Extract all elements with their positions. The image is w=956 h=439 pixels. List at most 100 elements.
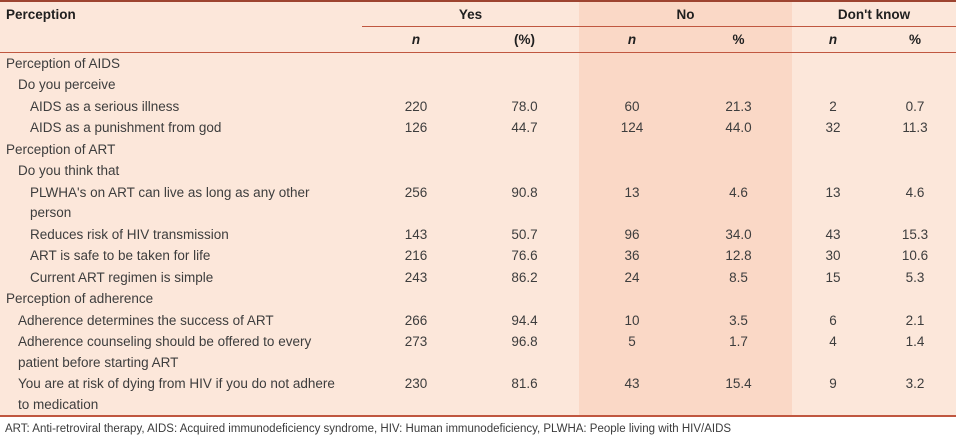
cell-no-n: 96: [579, 223, 685, 245]
table-body: Perception of AIDS Do you perceive AIDS …: [0, 52, 956, 416]
cell-dont-know-n: 2: [792, 95, 874, 117]
cell-dont-know-n: 43: [792, 223, 874, 245]
cell-yes-n: 216: [362, 245, 470, 267]
row-label-cell: Do you think that: [0, 160, 362, 182]
cell-no-n: [579, 138, 685, 160]
cell-no-pct: [685, 160, 792, 182]
row-label-cell: Adherence determines the success of ART: [0, 309, 362, 331]
table-row: Perception of adherence: [0, 288, 956, 310]
table-row: Perception of ART: [0, 138, 956, 160]
table-row: PLWHA's on ART can live as long as any o…: [0, 181, 956, 224]
cell-no-n: [579, 52, 685, 74]
row-label-cell: Reduces risk of HIV transmission: [0, 223, 362, 245]
cell-dont-know-pct: [874, 160, 956, 182]
column-group-no: No: [579, 1, 792, 27]
cell-no-n: 24: [579, 266, 685, 288]
cell-no-pct: 12.8: [685, 245, 792, 267]
cell-dont-know-pct: 0.7: [874, 95, 956, 117]
row-label: Do you think that: [18, 163, 120, 178]
cell-dont-know-n: 32: [792, 117, 874, 139]
row-label-cell: Do you perceive: [0, 74, 362, 96]
cell-dont-know-n: 13: [792, 181, 874, 224]
row-label-cell: AIDS as a punishment from god: [0, 117, 362, 139]
cell-yes-pct: [470, 74, 579, 96]
perception-table: Perception Yes No Don't know n (%) n % n…: [0, 0, 956, 417]
cell-yes-n: [362, 52, 470, 74]
cell-dont-know-pct: 5.3: [874, 266, 956, 288]
cell-no-n: 43: [579, 373, 685, 416]
cell-yes-pct: [470, 160, 579, 182]
cell-yes-pct: [470, 288, 579, 310]
row-label: PLWHA's on ART can live as long as any o…: [30, 184, 310, 221]
cell-dont-know-pct: [874, 52, 956, 74]
table-row: Adherence counseling should be offered t…: [0, 331, 956, 373]
cell-dont-know-pct: 1.4: [874, 331, 956, 373]
cell-yes-pct: 44.7: [470, 117, 579, 139]
table-header: Perception Yes No Don't know n (%) n % n…: [0, 1, 956, 53]
cell-dont-know-pct: 2.1: [874, 309, 956, 331]
cell-no-pct: [685, 288, 792, 310]
cell-no-n: 124: [579, 117, 685, 139]
cell-dont-know-n: 30: [792, 245, 874, 267]
column-group-yes: Yes: [362, 1, 579, 27]
cell-no-n: [579, 160, 685, 182]
cell-dont-know-pct: 3.2: [874, 373, 956, 416]
cell-dont-know-pct: 4.6: [874, 181, 956, 224]
column-group-dont-know: Don't know: [792, 1, 956, 27]
cell-dont-know-n: [792, 160, 874, 182]
cell-yes-pct: 76.6: [470, 245, 579, 267]
row-label-cell: Perception of ART: [0, 138, 362, 160]
cell-dont-know-pct: 11.3: [874, 117, 956, 139]
cell-dont-know-pct: [874, 288, 956, 310]
cell-dont-know-pct: 15.3: [874, 223, 956, 245]
cell-yes-pct: 81.6: [470, 373, 579, 416]
cell-yes-pct: [470, 52, 579, 74]
cell-yes-n: 143: [362, 223, 470, 245]
cell-no-pct: 34.0: [685, 223, 792, 245]
row-label: Do you perceive: [18, 77, 116, 92]
cell-dont-know-n: 6: [792, 309, 874, 331]
table-row: ART is safe to be taken for life 216 76.…: [0, 245, 956, 267]
row-label: Perception of ART: [6, 141, 116, 157]
subheader-yes-n: n: [362, 26, 470, 53]
cell-no-pct: 3.5: [685, 309, 792, 331]
table-row: You are at risk of dying from HIV if you…: [0, 373, 956, 416]
table-row: Do you think that: [0, 160, 956, 182]
cell-yes-pct: 90.8: [470, 181, 579, 224]
cell-yes-n: 230: [362, 373, 470, 416]
cell-yes-pct: 86.2: [470, 266, 579, 288]
cell-yes-pct: 50.7: [470, 223, 579, 245]
cell-dont-know-n: 15: [792, 266, 874, 288]
cell-no-pct: 4.6: [685, 181, 792, 224]
row-label-cell: AIDS as a serious illness: [0, 95, 362, 117]
table-row: Adherence determines the success of ART …: [0, 309, 956, 331]
cell-dont-know-n: [792, 52, 874, 74]
subheader-no-pct: %: [685, 26, 792, 53]
table-row: AIDS as a punishment from god 126 44.7 1…: [0, 117, 956, 139]
subheader-yes-pct: (%): [470, 26, 579, 53]
header-group-row: Perception Yes No Don't know: [0, 1, 956, 53]
cell-dont-know-pct: 10.6: [874, 245, 956, 267]
row-label-cell: Current ART regimen is simple: [0, 266, 362, 288]
cell-no-n: 13: [579, 181, 685, 224]
cell-dont-know-pct: [874, 74, 956, 96]
cell-no-n: [579, 288, 685, 310]
table-row: Perception of AIDS: [0, 52, 956, 74]
table-footnote: ART: Anti-retroviral therapy, AIDS: Acqu…: [0, 417, 956, 435]
cell-no-n: [579, 74, 685, 96]
header-sub-row: n (%) n % n %: [0, 26, 956, 53]
row-label: Current ART regimen is simple: [30, 269, 214, 285]
cell-dont-know-n: 9: [792, 373, 874, 416]
cell-no-pct: 21.3: [685, 95, 792, 117]
cell-dont-know-n: [792, 138, 874, 160]
row-label: AIDS as a punishment from god: [30, 120, 222, 135]
cell-yes-n: 126: [362, 117, 470, 139]
subheader-dont-know-n: n: [792, 26, 874, 53]
cell-no-n: 5: [579, 331, 685, 373]
cell-no-n: 60: [579, 95, 685, 117]
row-label: Reduces risk of HIV transmission: [30, 226, 229, 242]
row-label-cell: ART is safe to be taken for life: [0, 245, 362, 267]
row-label: Perception of adherence: [6, 291, 154, 306]
row-label-cell: Adherence counseling should be offered t…: [0, 331, 362, 373]
cell-yes-n: 266: [362, 309, 470, 331]
